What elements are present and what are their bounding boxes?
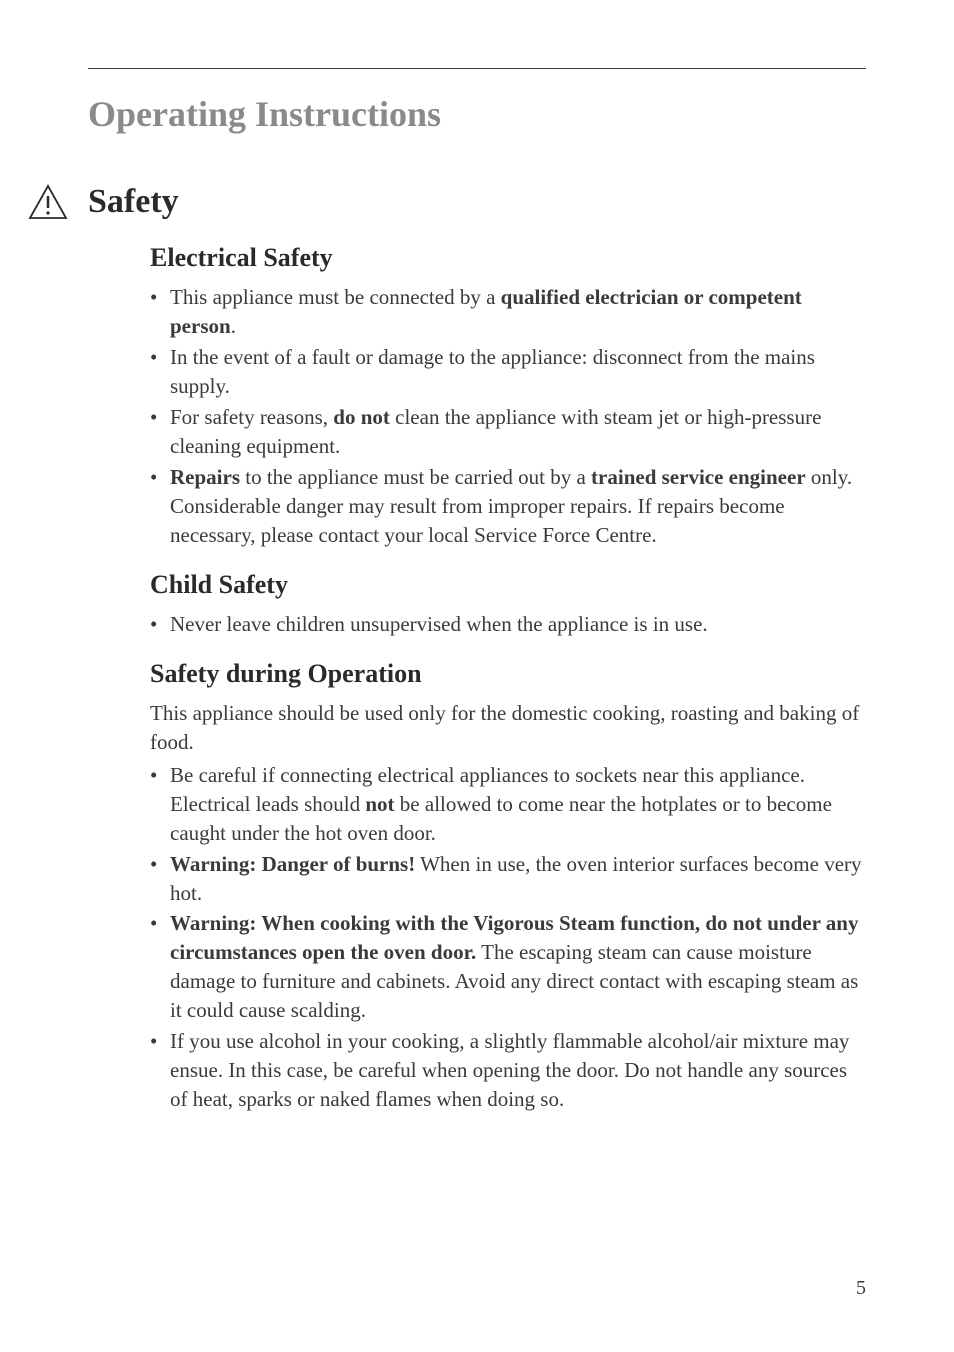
list-item: Warning: Danger of burns! When in use, t… xyxy=(150,850,866,908)
list-item: If you use alcohol in your cooking, a sl… xyxy=(150,1027,866,1114)
body-text: For safety reasons, xyxy=(170,405,333,429)
page-container: Operating Instructions Safety Electrical… xyxy=(0,0,954,1352)
safety-heading: Safety xyxy=(88,183,179,221)
bold-text: Warning: Danger of burns! xyxy=(170,852,415,876)
warning-triangle-icon xyxy=(28,184,68,220)
list-item: Repairs to the appliance must be carried… xyxy=(150,463,866,550)
bold-text: trained service engineer xyxy=(591,465,806,489)
safety-header: Safety xyxy=(88,183,866,221)
page-number: 5 xyxy=(856,1277,866,1300)
content-area: Electrical Safety This appliance must be… xyxy=(88,243,866,1114)
child-safety-title: Child Safety xyxy=(150,570,866,600)
list-item: In the event of a fault or damage to the… xyxy=(150,343,866,401)
operation-safety-list: Be careful if connecting electrical appl… xyxy=(150,761,866,1115)
body-text: . xyxy=(231,314,236,338)
bold-text: not xyxy=(365,792,394,816)
electrical-safety-title: Electrical Safety xyxy=(150,243,866,273)
operation-intro: This appliance should be used only for t… xyxy=(150,699,866,757)
main-title: Operating Instructions xyxy=(88,93,866,135)
list-item: Never leave children unsupervised when t… xyxy=(150,610,866,639)
bold-text: Repairs xyxy=(170,465,240,489)
list-item: Be careful if connecting electrical appl… xyxy=(150,761,866,848)
body-text: This appliance must be connected by a xyxy=(170,285,501,309)
list-item: For safety reasons, do not clean the app… xyxy=(150,403,866,461)
list-item: This appliance must be connected by a qu… xyxy=(150,283,866,341)
body-text: to the appliance must be carried out by … xyxy=(240,465,591,489)
child-safety-list: Never leave children unsupervised when t… xyxy=(150,610,866,639)
list-item: Warning: When cooking with the Vigorous … xyxy=(150,909,866,1025)
operation-safety-title: Safety during Operation xyxy=(150,659,866,689)
electrical-safety-list: This appliance must be connected by a qu… xyxy=(150,283,866,550)
top-rule xyxy=(88,68,866,69)
bold-text: do not xyxy=(333,405,390,429)
